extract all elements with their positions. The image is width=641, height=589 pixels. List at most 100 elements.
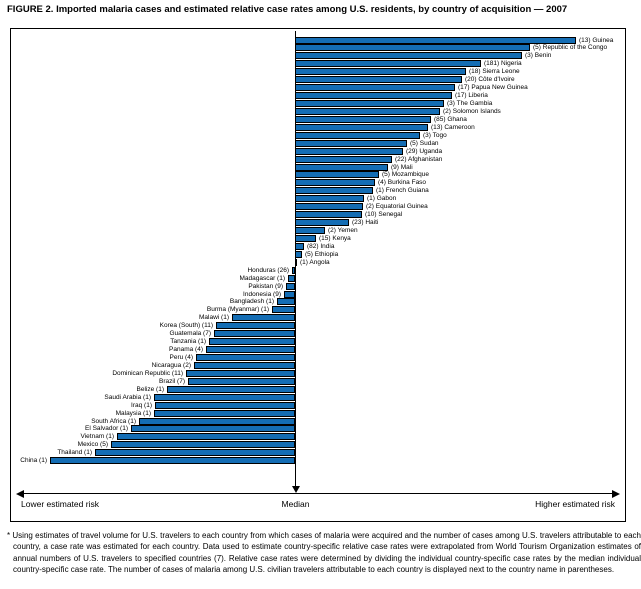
bar-french-guiana — [295, 187, 373, 195]
bar-label: (18) Sierra Leone — [469, 68, 520, 76]
bar-saudi-arabia — [154, 393, 295, 401]
bar-burma-myanmar — [272, 306, 295, 314]
bar-label: (13) Guinea — [579, 36, 614, 44]
bar-row: Burma (Myanmar) (1) — [11, 306, 625, 314]
bar-row: Belize (1) — [11, 385, 625, 393]
bar-india — [295, 242, 304, 250]
bar-south-africa — [139, 417, 295, 425]
bar-haiti — [295, 219, 349, 227]
bar-guinea — [295, 36, 576, 44]
median-line — [295, 31, 296, 486]
bar-row: Pakistan (9) — [11, 282, 625, 290]
bar-label: (13) Cameroon — [431, 123, 475, 131]
bar-row: Malaysia (1) — [11, 409, 625, 417]
bar-row: El Salvador (1) — [11, 425, 625, 433]
bar-mexico — [111, 441, 295, 449]
bar-honduras — [292, 266, 295, 274]
bar-label: (2) Equatorial Guinea — [366, 203, 428, 211]
plot-area: (13) Guinea (5) Republic of the Congo (3) … — [10, 28, 626, 522]
bar-label: Mexico (5) — [77, 441, 108, 449]
bar-label: Belize (1) — [136, 385, 164, 393]
bar-dominican-republic — [186, 369, 295, 377]
bar-ethiopia — [295, 250, 302, 258]
bar-iraq — [155, 401, 295, 409]
bar-row: (1) French Guiana — [11, 187, 625, 195]
bar-malaysia — [154, 409, 295, 417]
bar-row: (3) Togo — [11, 131, 625, 139]
axis-arrow-left-icon — [16, 489, 24, 498]
bar-cameroon — [295, 123, 428, 131]
bar-row: Malawi (1) — [11, 314, 625, 322]
bar-label: (15) Kenya — [319, 234, 351, 242]
bar-row: (5) Sudan — [11, 139, 625, 147]
bar-benin — [295, 52, 522, 60]
axis-label-lower-risk: Lower estimated risk — [21, 499, 99, 509]
bar-label: Nicaragua (2) — [151, 361, 191, 369]
bar-label: (10) Senegal — [365, 211, 403, 219]
bar-panama — [206, 346, 295, 354]
bar-row: Panama (4) — [11, 346, 625, 354]
bar-korea-south — [216, 322, 295, 330]
bar-tanzania — [209, 338, 295, 346]
bar-nicaragua — [194, 361, 295, 369]
bar-label: Tanzania (1) — [170, 338, 206, 346]
bar-label: (82) India — [307, 242, 335, 250]
bar-label: Iraq (1) — [131, 401, 152, 409]
bar-row: (13) Guinea — [11, 36, 625, 44]
bar-row: Thailand (1) — [11, 449, 625, 457]
bar-row: (15) Kenya — [11, 234, 625, 242]
bar-row: (2) Solomon Islands — [11, 107, 625, 115]
bar-madagascar — [288, 274, 295, 282]
bar-row: Honduras (26) — [11, 266, 625, 274]
bar-row: (5) Republic of the Congo — [11, 44, 625, 52]
bar-row: South Africa (1) — [11, 417, 625, 425]
bar-label: Madagascar (1) — [239, 274, 285, 282]
bar-label: (3) Togo — [423, 131, 447, 139]
bar-belize — [167, 385, 295, 393]
bar-brazil — [188, 377, 295, 385]
bar-row: (82) India — [11, 242, 625, 250]
bar-label: Indonesia (9) — [243, 290, 281, 298]
bar-row: Guatemala (7) — [11, 330, 625, 338]
bar-nigeria — [295, 60, 481, 68]
bar-row: (85) Ghana — [11, 115, 625, 123]
bar-mali — [295, 163, 388, 171]
bar-row: Korea (South) (11) — [11, 322, 625, 330]
bar-row: China (1) — [11, 457, 625, 465]
bar-thailand — [95, 449, 295, 457]
bar-malawi — [232, 314, 295, 322]
bar-row: (181) Nigeria — [11, 60, 625, 68]
bar-yemen — [295, 227, 325, 234]
bar-label: Pakistan (9) — [248, 282, 283, 290]
bar-afghanistan — [295, 155, 392, 163]
bar-row: (1) Angola — [11, 258, 625, 266]
bar-c-te-d-ivoire — [295, 76, 462, 84]
bar-label: Honduras (26) — [247, 266, 289, 274]
bar-row: (4) Burkina Faso — [11, 179, 625, 187]
bar-row: Saudi Arabia (1) — [11, 393, 625, 401]
axis-arrow-right-icon — [612, 489, 620, 498]
bar-label: Brazil (7) — [158, 377, 185, 385]
bar-label: Malaysia (1) — [115, 409, 151, 417]
bar-row: (2) Equatorial Guinea — [11, 203, 625, 211]
median-arrow-down-icon — [291, 486, 300, 493]
bar-label: Malawi (1) — [199, 314, 229, 322]
bar-row: (3) Benin — [11, 52, 625, 60]
axis-label-higher-risk: Higher estimated risk — [535, 499, 615, 509]
bar-senegal — [295, 211, 362, 219]
bar-row: (1) Gabon — [11, 195, 625, 203]
bar-china — [50, 457, 295, 465]
bar-row: (13) Cameroon — [11, 123, 625, 131]
bar-uganda — [295, 147, 403, 155]
bar-row: (10) Senegal — [11, 211, 625, 219]
bar-row: (23) Haiti — [11, 219, 625, 227]
bar-gabon — [295, 195, 364, 203]
bar-label: (29) Uganda — [406, 147, 443, 155]
bar-row: (3) The Gambia — [11, 100, 625, 108]
axis-label-median: Median — [281, 499, 310, 509]
risk-axis-line — [22, 493, 614, 494]
bar-peru — [196, 354, 295, 361]
bar-row: Tanzania (1) — [11, 338, 625, 346]
bar-row: Brazil (7) — [11, 377, 625, 385]
bar-vietnam — [117, 433, 295, 441]
